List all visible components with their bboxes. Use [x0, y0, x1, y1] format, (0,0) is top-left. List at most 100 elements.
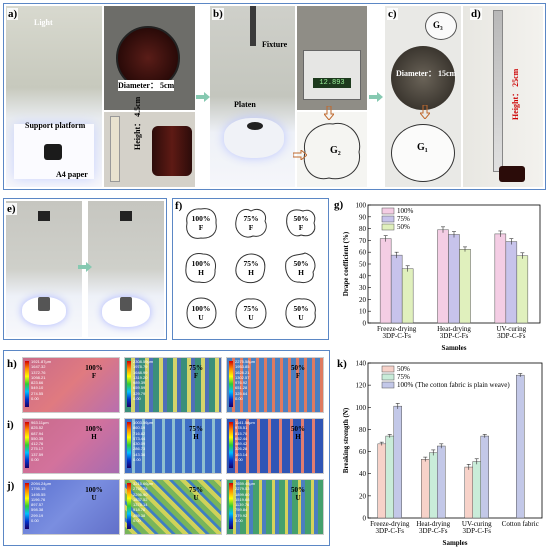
- panel-f-label: f): [174, 200, 184, 212]
- fixture-label: Fixture: [262, 40, 288, 49]
- heatmap-colorbar-ticks: 3215.66μm 2756.28 2296.90 1837.52 1378.14 918…: [133, 481, 153, 523]
- colorbar-tick-label: 2296.90: [133, 491, 148, 497]
- panel-d-height-label: Height： 25cm: [511, 68, 520, 120]
- drape-shape-svg: [235, 298, 267, 329]
- colorbar-tick-label: 1302.57: [235, 374, 250, 380]
- heatmap-percent-label: 50%: [291, 425, 305, 433]
- panel-a-side-view-photo: [104, 112, 195, 187]
- drape-shape-percent: 75%: [243, 214, 259, 223]
- heatmap-percent-label: 50%: [291, 364, 305, 372]
- drape-shape-path: [235, 208, 267, 238]
- heatmap-code-label: H: [193, 433, 199, 441]
- y-tick-label: 140: [356, 360, 367, 368]
- panel-c-photo: [385, 6, 461, 187]
- y-tick-label: 20: [359, 492, 367, 500]
- y-tick-label: 70: [359, 237, 367, 245]
- colorbar-tick-label: 815.70: [235, 430, 248, 436]
- drape-shape-svg: [186, 208, 217, 239]
- panel-a-light-photo: [6, 6, 102, 187]
- colorbar-tick-label: 963.11μm: [31, 420, 49, 425]
- camera-mount-after: [120, 211, 132, 221]
- y-tick-label: 60: [359, 448, 367, 456]
- fabric-disc-photo: [391, 46, 455, 110]
- bar: [429, 452, 438, 519]
- x-tick-label: UV-curing 3DP-C-Fs: [496, 325, 526, 340]
- colorbar-tick-label: 598.38: [31, 507, 44, 513]
- colorbar-tick-label: 1628.21: [235, 369, 250, 375]
- colorbar-tick-label: 897.57: [31, 502, 44, 508]
- bar: [379, 238, 392, 324]
- drape-shape-percent: 100%: [191, 304, 211, 313]
- colorbar-tick-label: 659.59: [133, 385, 146, 391]
- y-tick-label: 40: [359, 470, 367, 478]
- drape-shape-code: U: [248, 313, 254, 322]
- bar: [385, 435, 394, 519]
- heatmap-percent-label: 100%: [85, 425, 103, 433]
- colorbar-tick-label: 275.17: [31, 446, 44, 452]
- drape-shape-path: [285, 298, 316, 328]
- colorbar-tick-label: 976.92: [235, 380, 248, 386]
- arrow-a-to-b-icon: [196, 92, 210, 102]
- heatmap-colorbar: [127, 483, 131, 529]
- x-tick-label: Heat-drying 3DP-C-Fs: [437, 325, 471, 340]
- surface-heatmap: 1921.87μm 1647.32 1372.76 1098.21 823.66 549.…: [22, 357, 120, 413]
- plot-frame: [367, 362, 543, 519]
- bar: [437, 445, 446, 519]
- fixture-rod: [250, 6, 256, 46]
- drape-shape-outline: [231, 293, 271, 333]
- x-tick-label-line: Heat-drying: [437, 325, 471, 333]
- jar-top-view: [116, 26, 180, 90]
- colorbar-tick-label: 2756.28: [133, 486, 148, 492]
- heatmap-percent-label: 100%: [85, 486, 103, 494]
- y-tick-label: 30: [359, 284, 367, 292]
- drape-shape-code: H: [198, 268, 204, 277]
- y-tick-label: 90: [359, 213, 367, 221]
- heatmap-colorbar: [127, 422, 131, 468]
- panel-a-label: a): [7, 8, 19, 20]
- bar: [421, 459, 430, 519]
- g2-label: G₂: [330, 145, 341, 156]
- colorbar-tick-label: 1795.15: [31, 486, 46, 492]
- colorbar-tick-label: 0.00: [133, 518, 141, 524]
- drape-shape-path: [185, 253, 216, 283]
- drape-shape-path: [186, 208, 217, 239]
- drape-shape-svg: [285, 298, 316, 328]
- colorbar-tick-label: 860.19: [133, 425, 146, 431]
- heatmap-code-label: U: [295, 494, 301, 502]
- panel-b-label: b): [212, 8, 224, 20]
- y-tick-label: 10: [359, 308, 367, 316]
- drape-shape-svg: [285, 252, 316, 283]
- x-tick-label-line: 3DP-C-Fs: [382, 332, 411, 340]
- support-platform-label: Support platform: [25, 121, 86, 130]
- colorbar-tick-label: 0.00: [31, 396, 39, 402]
- panel-c-diameter-label: Diameter： 15cm: [396, 69, 457, 78]
- heatmap-colorbar: [25, 361, 29, 407]
- x-tick-label-line: UV-curing: [462, 520, 492, 528]
- breaking-strength-chart: 0 20 40 60 80 100 120 140 Breaking strength (N) S…: [342, 360, 543, 547]
- drape-shape-code: U: [298, 313, 304, 322]
- vertical-ruler: [493, 10, 503, 172]
- x-tick-label: Heat-drying 3DP-C-Fs: [416, 520, 450, 535]
- y-axis-label: Drape coefficient (%): [342, 231, 350, 296]
- platen-label: Platen: [234, 100, 256, 109]
- heatmap-colorbar-ticks: 963.11μm 825.52 687.94 550.35 412.76 275.17 13…: [31, 420, 49, 462]
- heatmap-colorbar: [25, 483, 29, 529]
- drape-shape-path: [235, 253, 266, 284]
- bar: [393, 405, 402, 519]
- bar: [505, 241, 518, 324]
- arrow-b-to-c-icon: [369, 92, 383, 102]
- panel-b-scale-photo: 12.893: [297, 6, 367, 110]
- legend-swatch: [381, 381, 395, 389]
- platen-disc: [247, 122, 263, 130]
- bar: [516, 255, 529, 324]
- colorbar-tick-label: 1141.58μm: [235, 420, 255, 425]
- colorbar-tick-label: 1899.60: [235, 491, 250, 497]
- drape-shape-svg: [286, 209, 316, 237]
- colorbar-tick-label: 825.52: [31, 425, 44, 431]
- colorbar-tick-label: 1978.79: [133, 364, 148, 370]
- legend-label: 100% (The cotton fabric is plain weave): [397, 381, 510, 389]
- panel-k-label: k): [336, 358, 348, 370]
- bar: [494, 233, 507, 324]
- heatmap-code-label: F: [193, 372, 199, 380]
- bar: [401, 268, 414, 324]
